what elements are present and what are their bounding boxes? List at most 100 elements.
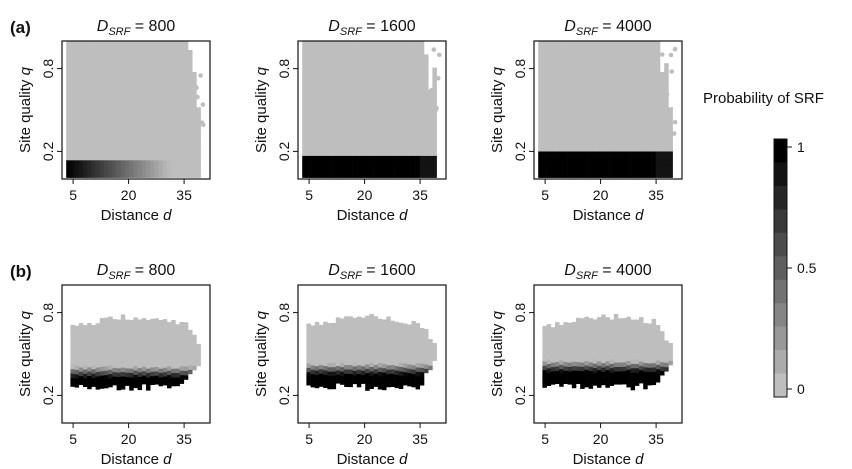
heatmap-cell — [550, 380, 556, 385]
heatmap-cell — [158, 120, 164, 126]
heatmap-cell — [129, 155, 134, 161]
heatmap-cell — [424, 337, 429, 343]
heatmap-cell — [647, 63, 652, 68]
heatmap-cell — [183, 124, 189, 130]
heatmap-cell — [386, 338, 391, 344]
heatmap-cell — [639, 76, 644, 82]
heatmap-cell — [394, 98, 400, 104]
heatmap-cell — [83, 151, 88, 156]
heatmap-cell — [597, 378, 602, 384]
heatmap-cell — [571, 72, 577, 77]
heatmap-cell — [407, 98, 412, 104]
heatmap-cell — [323, 111, 328, 117]
heatmap-cell — [626, 58, 631, 64]
heatmap-cell — [361, 151, 366, 156]
x-tick-label: 20 — [357, 431, 373, 447]
heatmap-cell — [613, 107, 619, 112]
heatmap-cell — [601, 173, 606, 178]
heatmap-cell — [175, 138, 180, 143]
heatmap-cell — [609, 67, 615, 73]
heatmap-cell — [141, 120, 147, 126]
heatmap-cell — [129, 129, 134, 134]
heatmap-cell — [188, 76, 193, 82]
heatmap-cell — [403, 146, 408, 152]
heatmap-cell — [162, 146, 168, 152]
heatmap-cell — [327, 358, 332, 363]
heatmap-cell — [70, 164, 75, 170]
heatmap-cell — [559, 364, 564, 370]
heatmap-cell — [183, 339, 189, 345]
heatmap-cell — [419, 85, 425, 90]
heatmap-cell — [639, 321, 644, 327]
heatmap-cell — [104, 80, 109, 86]
heatmap-cell — [613, 318, 619, 323]
heatmap-cell — [386, 107, 391, 112]
heatmap-cell — [377, 155, 383, 161]
heatmap-cell — [361, 142, 366, 148]
heatmap-cell — [352, 366, 358, 371]
heatmap-cell — [74, 347, 80, 353]
heatmap-cell — [664, 146, 669, 152]
heatmap-cell — [382, 67, 387, 73]
heatmap-cell — [348, 124, 353, 130]
heatmap-cell — [407, 337, 412, 343]
heatmap-cell — [196, 173, 201, 178]
heatmap-cell — [175, 41, 180, 46]
x-tick-label: 20 — [357, 187, 373, 203]
heatmap-cell — [555, 63, 560, 68]
heatmap-cell — [609, 63, 615, 68]
heatmap-cell — [361, 317, 366, 323]
heatmap-point — [192, 83, 198, 89]
heatmap-cell — [559, 58, 564, 64]
heatmap-cell — [634, 155, 640, 161]
heatmap-cell — [630, 41, 636, 46]
heatmap-cell — [660, 160, 665, 165]
heatmap-cell — [555, 361, 560, 367]
heatmap-cell — [133, 80, 138, 86]
heatmap-cell — [120, 358, 126, 364]
heatmap-cell — [133, 361, 138, 367]
heatmap-cell — [647, 155, 652, 161]
heatmap-cell — [112, 142, 117, 148]
heatmap-cell — [192, 146, 197, 152]
heatmap-cell — [365, 146, 370, 152]
heatmap-cell — [171, 111, 176, 117]
heatmap-cell — [344, 76, 349, 82]
heatmap-cell — [99, 72, 105, 77]
heatmap-cell — [643, 164, 648, 170]
heatmap-cell — [74, 173, 80, 178]
heatmap-cell — [403, 367, 408, 373]
heatmap-cell — [87, 362, 92, 368]
heatmap-cell — [183, 344, 189, 349]
heatmap-cell — [352, 339, 358, 345]
heatmap-cell — [87, 366, 92, 372]
heatmap-cell — [78, 45, 84, 51]
heatmap-cell — [154, 58, 159, 64]
heatmap-cell — [567, 353, 573, 359]
heatmap-cell — [146, 160, 151, 165]
heatmap-cell — [150, 146, 155, 152]
heatmap-cell — [83, 338, 88, 343]
heatmap-cell — [331, 340, 337, 346]
x-axis-label: Distance d — [101, 451, 173, 468]
heatmap-cell — [411, 138, 416, 143]
heatmap-cell — [129, 80, 134, 86]
heatmap-cell — [588, 173, 594, 178]
heatmap-cell — [639, 80, 644, 86]
heatmap-cell — [382, 345, 387, 351]
heatmap-cell — [588, 353, 594, 358]
heatmap-cell — [319, 168, 324, 174]
heatmap-cell — [99, 348, 105, 354]
heatmap-cell — [196, 120, 201, 126]
heatmap-cell — [365, 111, 370, 117]
heatmap-cell — [403, 164, 408, 170]
heatmap-cell — [373, 76, 379, 82]
heatmap-cell — [411, 329, 416, 335]
heatmap-cell — [668, 116, 673, 121]
heatmap-cell — [188, 347, 193, 353]
heatmap-cell — [630, 368, 636, 373]
heatmap-cell — [356, 102, 362, 108]
heatmap-cell — [323, 94, 328, 99]
heatmap-cell — [167, 67, 172, 73]
heatmap-cell — [571, 85, 577, 90]
